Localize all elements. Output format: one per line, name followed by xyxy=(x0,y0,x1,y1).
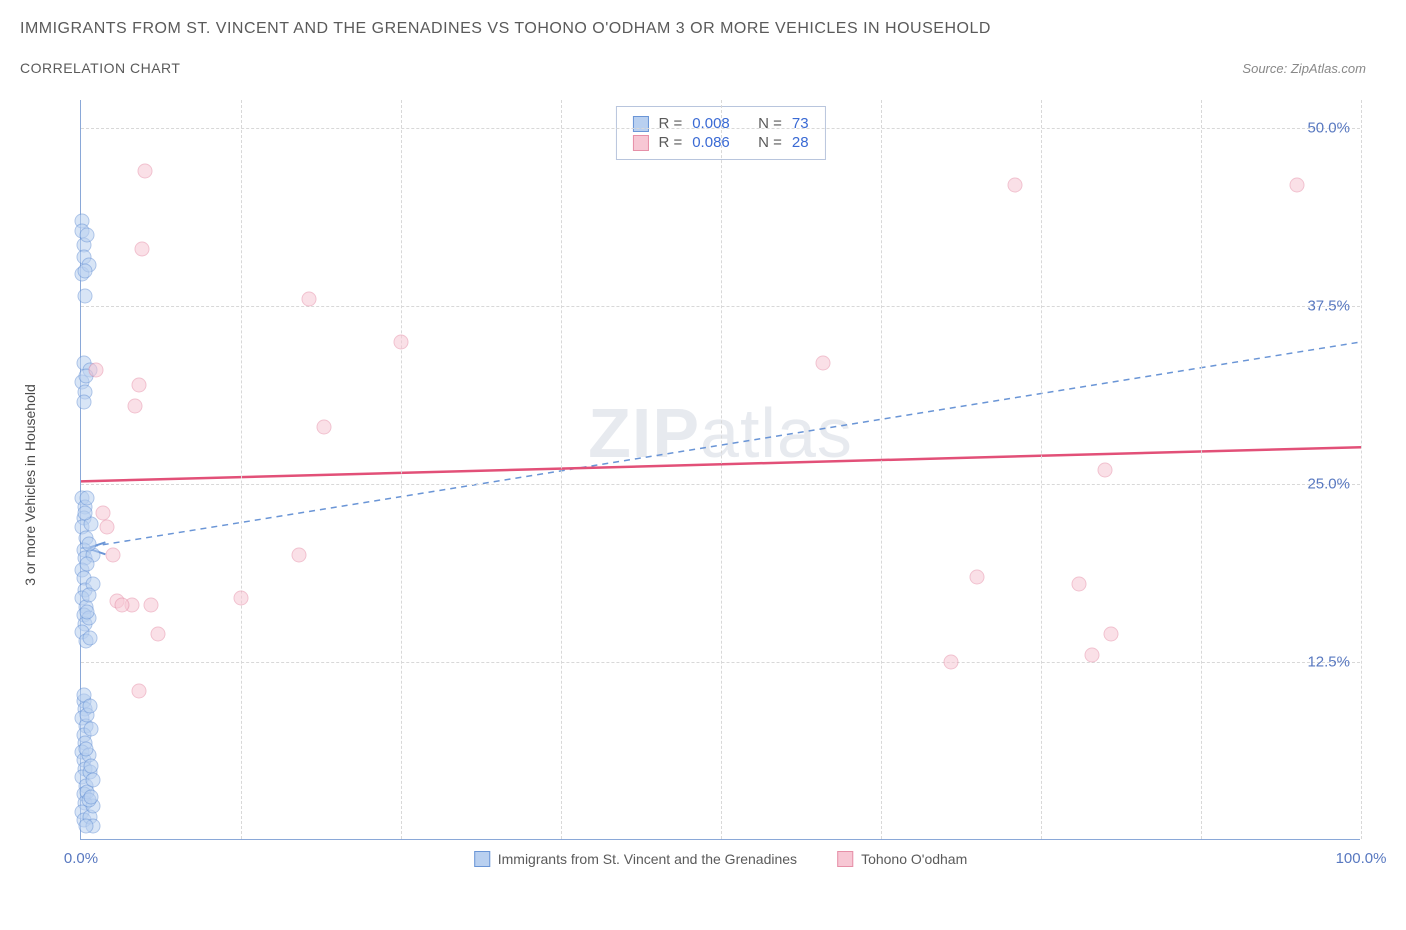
scatter-point xyxy=(131,683,146,698)
y-tick-label: 12.5% xyxy=(1307,654,1350,671)
correlation-chart: 3 or more Vehicles in Household ZIPatlas… xyxy=(40,100,1380,870)
swatch-b xyxy=(632,135,648,151)
scatter-point xyxy=(131,377,146,392)
scatter-point xyxy=(77,289,92,304)
scatter-point xyxy=(80,605,95,620)
x-tick-label: 100.0% xyxy=(1336,850,1387,867)
scatter-point xyxy=(1098,463,1113,478)
gridline-v xyxy=(1041,100,1042,839)
scatter-point xyxy=(82,630,97,645)
scatter-point xyxy=(80,556,95,571)
gridline-v xyxy=(401,100,402,839)
scatter-point xyxy=(85,773,100,788)
scatter-point xyxy=(1290,178,1305,193)
scatter-point xyxy=(84,790,99,805)
scatter-point xyxy=(114,598,129,613)
scatter-point xyxy=(944,655,959,670)
scatter-point xyxy=(138,164,153,179)
scatter-point xyxy=(82,699,97,714)
y-tick-label: 25.0% xyxy=(1307,476,1350,493)
scatter-point xyxy=(95,505,110,520)
scatter-point xyxy=(80,228,95,243)
y-axis-label: 3 or more Vehicles in Household xyxy=(22,384,38,586)
scatter-point xyxy=(1008,178,1023,193)
scatter-point xyxy=(144,598,159,613)
x-axis-legend: Immigrants from St. Vincent and the Gren… xyxy=(474,851,968,867)
y-tick-label: 37.5% xyxy=(1307,298,1350,315)
scatter-point xyxy=(89,363,104,378)
gridline-v xyxy=(1201,100,1202,839)
scatter-point xyxy=(150,626,165,641)
scatter-point xyxy=(291,548,306,563)
scatter-point xyxy=(301,292,316,307)
x-legend-a: Immigrants from St. Vincent and the Gren… xyxy=(474,851,797,867)
scatter-point xyxy=(84,759,99,774)
gridline-v xyxy=(561,100,562,839)
scatter-point xyxy=(79,741,94,756)
x-tick-label: 0.0% xyxy=(64,850,98,867)
scatter-point xyxy=(127,398,142,413)
scatter-point xyxy=(81,537,96,552)
scatter-point xyxy=(1085,648,1100,663)
gridline-v xyxy=(1361,100,1362,839)
scatter-point xyxy=(77,505,92,520)
plot-area: ZIPatlas R = 0.008 N = 73 R = 0.086 N = … xyxy=(80,100,1360,840)
scatter-point xyxy=(394,334,409,349)
y-tick-label: 50.0% xyxy=(1307,120,1350,137)
gridline-v xyxy=(881,100,882,839)
scatter-point xyxy=(99,519,114,534)
scatter-point xyxy=(1072,576,1087,591)
scatter-point xyxy=(81,588,96,603)
scatter-point xyxy=(816,356,831,371)
scatter-point xyxy=(970,569,985,584)
swatch-b-bottom xyxy=(837,851,853,867)
gridline-v xyxy=(721,100,722,839)
subtitle: CORRELATION CHART xyxy=(20,60,180,76)
page-title: IMMIGRANTS FROM ST. VINCENT AND THE GREN… xyxy=(20,20,1386,38)
scatter-point xyxy=(84,722,99,737)
source-attribution: Source: ZipAtlas.com xyxy=(1242,61,1366,76)
scatter-point xyxy=(77,263,92,278)
x-legend-b: Tohono O'odham xyxy=(837,851,967,867)
scatter-point xyxy=(80,491,95,506)
scatter-point xyxy=(234,591,249,606)
scatter-point xyxy=(317,420,332,435)
scatter-point xyxy=(79,818,94,833)
scatter-point xyxy=(1104,626,1119,641)
swatch-a-bottom xyxy=(474,851,490,867)
scatter-point xyxy=(135,242,150,257)
gridline-v xyxy=(241,100,242,839)
scatter-point xyxy=(76,394,91,409)
scatter-point xyxy=(106,548,121,563)
